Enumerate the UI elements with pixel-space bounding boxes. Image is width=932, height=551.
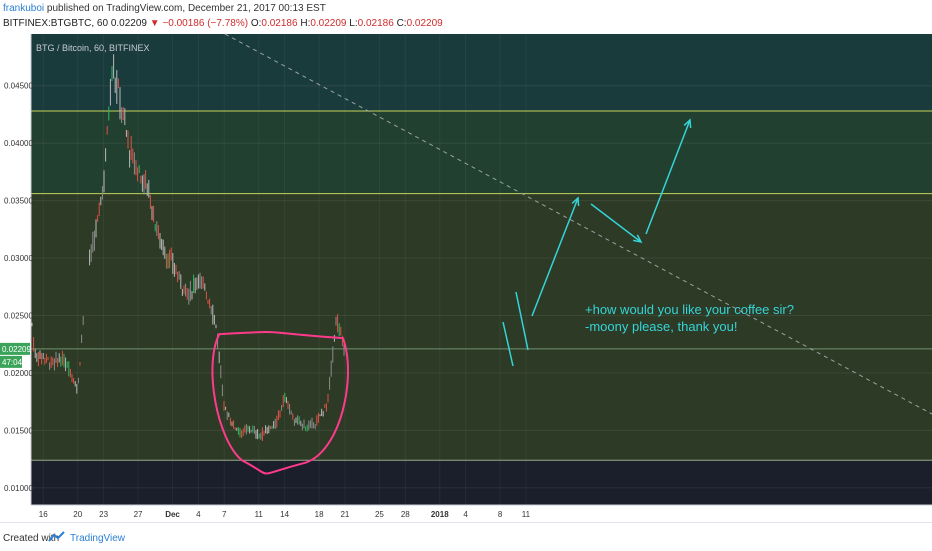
ohlc-close-label: C:	[396, 18, 407, 29]
last-price-tag: 0.02209	[2, 345, 31, 354]
x-tick-label-0: 16	[39, 510, 48, 519]
projection-arrow-up-2	[645, 118, 692, 235]
x-tick-label-16: 11	[522, 510, 531, 519]
footer: Created with TradingView	[0, 522, 932, 551]
publish-info: frankuboi published on TradingView.com, …	[3, 3, 326, 14]
annotation-line-0: +how would you like your coffee sir?	[585, 302, 794, 317]
band-bottom	[31, 460, 932, 505]
projection-arrow-up-1	[531, 196, 580, 317]
x-tick-label-1: 20	[73, 510, 82, 519]
ohlc-close: 0.02209	[406, 18, 443, 29]
published-text: published on TradingView.com, December 2…	[46, 3, 326, 14]
annotation-line-1: -moony please, thank you!	[585, 319, 737, 334]
x-tick-label-15: 8	[498, 510, 503, 519]
x-tick-label-11: 25	[375, 510, 384, 519]
x-tick-label-2: 23	[99, 510, 108, 519]
x-tick-label-13: 2018	[431, 510, 449, 519]
y-axis-panel	[0, 34, 31, 505]
countdown-tag-bg	[0, 355, 22, 368]
candles-group	[31, 54, 345, 442]
band-lower	[31, 193, 932, 461]
price-change: −0.00186 (−7.78%)	[162, 18, 249, 29]
band-upper	[31, 34, 932, 111]
chart-title: BTG / Bitcoin, 60, BITFINEX	[36, 43, 150, 53]
y-tick-label-2: 0.03500	[4, 197, 33, 206]
projection-arrow-down	[590, 203, 643, 244]
flag-line-right	[515, 291, 529, 351]
x-tick-label-9: 18	[315, 510, 324, 519]
cup-ellipse-drawing	[211, 331, 349, 475]
ohlc-low: 0.02186	[357, 18, 394, 29]
ohlc-open-label: O:	[250, 18, 262, 29]
x-tick-label-14: 4	[463, 510, 468, 519]
down-triangle-icon: ▼	[149, 18, 160, 29]
trendline-dashed	[224, 33, 932, 415]
projection-arrow-up-1-head	[571, 196, 580, 207]
projection-arrow-up-2-head	[683, 118, 692, 129]
y-tick-label-5: 0.02000	[4, 369, 33, 378]
last-price: 0.02209	[110, 18, 147, 29]
tradingview-brand-link[interactable]: TradingView	[70, 533, 126, 544]
last-price-tag-bg	[0, 342, 30, 355]
projection-arrow-down-shaft	[590, 203, 642, 243]
y-tick-label-3: 0.03000	[4, 254, 33, 263]
band-mid	[31, 110, 932, 194]
flag-line-left	[502, 321, 514, 367]
y-tick-label-4: 0.02500	[4, 311, 33, 320]
ohlc-open: 0.02186	[261, 18, 298, 29]
tradingview-logo-icon	[48, 531, 65, 542]
ohlc-high-label: H:	[300, 18, 311, 29]
created-with-text: Created with	[3, 533, 60, 544]
ohlc-high: 0.02209	[310, 18, 347, 29]
author-link[interactable]: frankuboi	[3, 3, 45, 14]
countdown-tag: 47:04	[2, 358, 23, 367]
x-tick-label-4: Dec	[165, 510, 180, 519]
y-tick-label-1: 0.04000	[4, 139, 33, 148]
symbol-ohlc-line: BITFINEX:BTGBTC, 60 0.02209 ▼ −0.00186 (…	[3, 18, 443, 29]
projection-arrow-down-head	[633, 234, 643, 244]
x-axis-panel	[31, 505, 932, 522]
y-tick-label-6: 0.01500	[4, 426, 33, 435]
symbol-name: BITFINEX:BTGBTC, 60	[3, 18, 109, 29]
ohlc-low-label: L:	[349, 18, 358, 29]
price-chart[interactable]: +how would you like your coffee sir? -moo…	[0, 0, 932, 522]
x-tick-label-6: 7	[222, 510, 227, 519]
projection-arrow-up-1-shaft	[531, 197, 579, 317]
x-tick-label-5: 4	[196, 510, 201, 519]
x-tick-label-8: 14	[280, 510, 289, 519]
x-tick-label-3: 27	[134, 510, 143, 519]
x-tick-label-12: 28	[401, 510, 410, 519]
x-tick-label-10: 21	[340, 510, 349, 519]
y-tick-label-0: 0.04500	[4, 82, 33, 91]
projection-arrow-up-2-shaft	[645, 119, 691, 235]
x-tick-label-7: 11	[255, 510, 264, 519]
y-tick-label-7: 0.01000	[4, 484, 33, 493]
